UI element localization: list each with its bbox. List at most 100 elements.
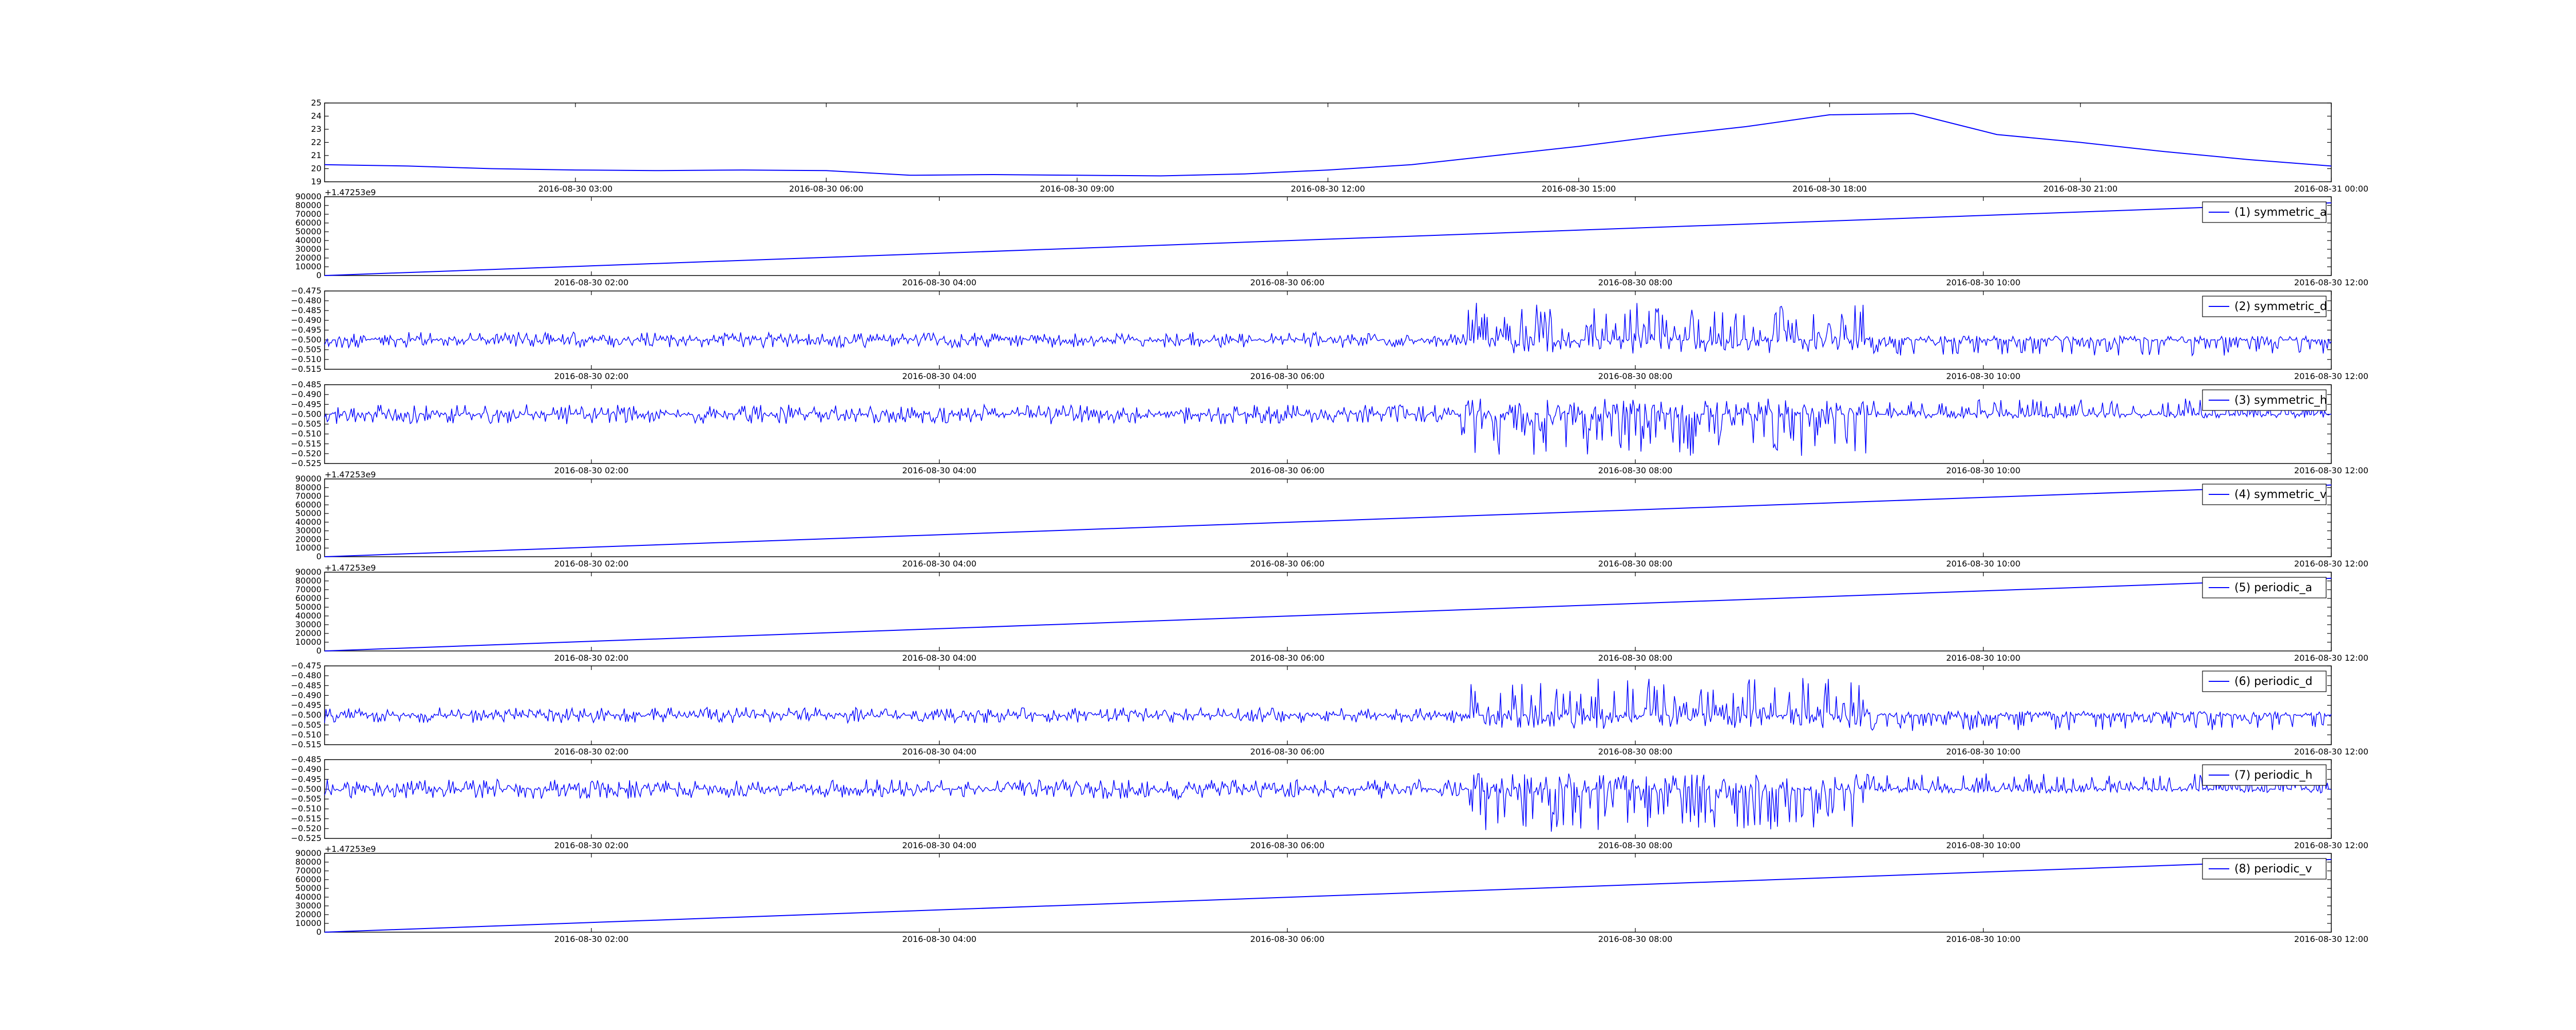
series-line	[324, 484, 2332, 557]
y-tick-label: −0.490	[291, 690, 321, 700]
x-tick-label: 2016-08-30 10:00	[1946, 934, 2020, 944]
y-tick-label: −0.525	[291, 833, 321, 843]
y-tick-label: −0.500	[291, 409, 321, 419]
y-tick-label: −0.515	[291, 814, 321, 823]
x-tick-label: 2016-08-30 06:00	[1250, 559, 1325, 569]
x-tick-label: 2016-08-30 10:00	[1946, 371, 2020, 381]
y-tick-label: −0.505	[291, 720, 321, 730]
y-tick-label: −0.510	[291, 354, 321, 364]
x-tick-label: 2016-08-30 04:00	[902, 371, 976, 381]
y-tick-label: −0.520	[291, 449, 321, 458]
y-tick-label: 25	[311, 98, 321, 108]
axes-frame	[324, 102, 2332, 182]
offset-label: +1.47253e9	[325, 563, 376, 573]
y-tick-label: 20000	[295, 628, 321, 638]
legend: (2) symmetric_d	[2202, 296, 2327, 317]
x-tick-label: 2016-08-30 12:00	[2294, 747, 2368, 757]
y-tick-label: −0.510	[291, 429, 321, 439]
subplot-3: −0.515−0.510−0.505−0.500−0.495−0.490−0.4…	[291, 286, 2368, 381]
series-line	[324, 398, 2332, 456]
y-tick-label: 90000	[295, 848, 321, 858]
y-tick-label: −0.505	[291, 419, 321, 429]
y-tick-label: −0.480	[291, 671, 321, 680]
y-tick-label: −0.515	[291, 740, 321, 749]
x-tick-label: 2016-08-30 06:00	[1250, 371, 1325, 381]
y-tick-label: 22	[311, 138, 321, 147]
legend: (6) periodic_d	[2202, 671, 2327, 692]
x-tick-label: 2016-08-30 08:00	[1598, 747, 1672, 757]
x-tick-label: 2016-08-30 10:00	[1946, 278, 2020, 287]
series-line	[324, 202, 2332, 276]
y-tick-label: 60000	[295, 593, 321, 603]
x-tick-label: 2016-08-30 02:00	[554, 278, 629, 287]
offset-label: +1.47253e9	[325, 844, 376, 854]
subplot-8: −0.525−0.520−0.515−0.510−0.505−0.500−0.4…	[291, 754, 2368, 850]
x-tick-label: 2016-08-30 04:00	[902, 747, 976, 757]
x-tick-label: 2016-08-30 06:00	[1250, 934, 1325, 944]
y-tick-label: 90000	[295, 192, 321, 201]
subplot-4: −0.525−0.520−0.515−0.510−0.505−0.500−0.4…	[291, 380, 2368, 475]
y-tick-label: 40000	[295, 517, 321, 527]
x-tick-label: 2016-08-30 10:00	[1946, 559, 2020, 569]
y-tick-label: −0.475	[291, 661, 321, 671]
y-tick-label: −0.520	[291, 823, 321, 833]
legend-label: (7) periodic_h	[2234, 769, 2312, 782]
y-tick-label: −0.525	[291, 458, 321, 468]
x-tick-label: 2016-08-30 02:00	[554, 371, 629, 381]
y-tick-label: 10000	[295, 262, 321, 271]
axes-frame	[324, 665, 2332, 745]
x-tick-label: 2016-08-30 12:00	[2294, 934, 2368, 944]
y-tick-label: −0.515	[291, 364, 321, 374]
x-tick-label: 2016-08-30 02:00	[554, 559, 629, 569]
legend-label: (5) periodic_a	[2234, 581, 2312, 594]
y-tick-label: 70000	[295, 491, 321, 501]
y-tick-label: 21	[311, 150, 321, 160]
axes-frame	[324, 196, 2332, 276]
y-tick-label: −0.490	[291, 764, 321, 774]
x-tick-label: 2016-08-30 12:00	[2294, 371, 2368, 381]
subplot-5: 0100002000030000400005000060000700008000…	[295, 470, 2368, 569]
legend-label: (2) symmetric_d	[2234, 300, 2327, 313]
x-tick-label: 2016-08-30 12:00	[2294, 559, 2368, 569]
y-tick-label: 20	[311, 164, 321, 174]
x-tick-label: 2016-08-30 04:00	[902, 466, 976, 475]
legend: (8) periodic_v	[2202, 858, 2327, 880]
x-tick-label: 2016-08-30 02:00	[554, 653, 629, 663]
x-tick-label: 2016-08-30 06:00	[1250, 747, 1325, 757]
x-tick-label: 2016-08-30 08:00	[1598, 466, 1672, 475]
y-tick-label: 30000	[295, 620, 321, 629]
subplot-1: 19 20 21 22 23 24 25 2016-08-30 03:00 2016-08-30…	[311, 98, 2368, 194]
y-tick-label: −0.505	[291, 794, 321, 804]
x-tick-label: 2016-08-30 08:00	[1598, 559, 1672, 569]
x-tick-label: 2016-08-30 02:00	[554, 747, 629, 757]
offset-label: +1.47253e9	[325, 187, 376, 197]
y-tick-label: −0.495	[291, 399, 321, 409]
y-tick-label: −0.500	[291, 710, 321, 720]
y-tick-label: 50000	[295, 508, 321, 518]
y-tick-label: −0.500	[291, 335, 321, 345]
y-tick-label: −0.510	[291, 730, 321, 740]
x-tick-label: 2016-08-30 21:00	[2043, 184, 2117, 194]
y-tick-label: 20000	[295, 909, 321, 919]
y-tick-label: 23	[311, 124, 321, 134]
x-tick-label: 2016-08-30 04:00	[902, 653, 976, 663]
y-tick-label: 70000	[295, 585, 321, 594]
axes-frame	[324, 572, 2332, 651]
x-tick-label: 2016-08-30 06:00	[789, 184, 863, 194]
axes-frame	[324, 478, 2332, 557]
y-tick-label: 0	[316, 646, 321, 656]
y-tick-label: 0	[316, 270, 321, 280]
x-tick-label: 2016-08-30 10:00	[1946, 840, 2020, 850]
y-tick-label: −0.515	[291, 439, 321, 449]
y-tick-label: 60000	[295, 500, 321, 509]
series-line	[324, 577, 2332, 651]
x-tick-label: 2016-08-30 12:00	[2294, 840, 2368, 850]
x-tick-label: 2016-08-30 10:00	[1946, 653, 2020, 663]
y-tick-label: 60000	[295, 218, 321, 228]
x-tick-label: 2016-08-30 12:00	[1291, 184, 1365, 194]
x-tick-label: 2016-08-30 08:00	[1598, 278, 1672, 287]
y-tick-label: 80000	[295, 200, 321, 210]
y-tick-label: 50000	[295, 602, 321, 612]
x-tick-label: 2016-08-30 06:00	[1250, 466, 1325, 475]
x-tick-label: 2016-08-30 04:00	[902, 934, 976, 944]
